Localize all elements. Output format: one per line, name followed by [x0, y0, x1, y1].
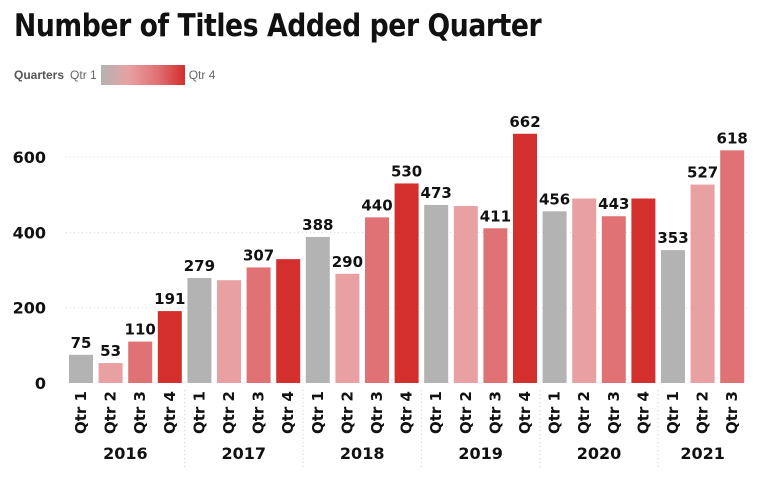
x-tick-label: Qtr 2: [457, 391, 475, 434]
x-tick-label: Qtr 1: [72, 391, 90, 434]
data-label: 279: [184, 257, 215, 275]
bar: [335, 273, 360, 383]
chart-title: Number of Titles Added per Quarter: [14, 8, 542, 44]
data-label: 110: [125, 321, 156, 339]
legend-title: Quarters: [14, 68, 65, 82]
bar: [453, 206, 478, 383]
x-tick-label: Qtr 4: [398, 391, 416, 434]
bar: [601, 216, 626, 383]
data-label: 53: [100, 342, 121, 360]
bar: [483, 228, 508, 383]
bar: [690, 184, 715, 383]
data-label: 411: [480, 207, 511, 225]
x-tick-label: Qtr 3: [486, 391, 504, 434]
bar: [661, 250, 685, 383]
data-label: 307: [243, 246, 274, 264]
bar: [128, 341, 153, 383]
bar: [365, 217, 389, 383]
data-label: 618: [717, 129, 748, 147]
x-tick-label: Qtr 2: [694, 391, 712, 434]
data-label: 530: [391, 162, 422, 180]
bar: [217, 280, 241, 383]
bar: [187, 277, 212, 383]
year-label: 2016: [103, 444, 148, 463]
x-axis: Qtr 1 Qtr 2 Qtr 3 Qtr 4 2016 Qtr 1 Qtr 2 Qtr 3 Q…: [72, 390, 741, 470]
y-tick-label: 400: [13, 223, 46, 242]
x-tick-label: Qtr 2: [575, 391, 593, 434]
bar: [572, 198, 597, 383]
year-label: 2017: [222, 444, 267, 463]
bar: [157, 311, 182, 383]
data-label: 473: [421, 184, 452, 202]
data-label: 456: [539, 190, 570, 208]
data-label: 75: [71, 334, 92, 352]
bar: [98, 363, 123, 383]
y-axis: 0 200 400 600: [13, 148, 46, 393]
year-label: 2020: [577, 444, 622, 463]
bar: [69, 354, 93, 383]
bar: [305, 236, 330, 383]
year-label: 2021: [680, 444, 725, 463]
x-tick-label: Qtr 4: [161, 391, 179, 434]
x-tick-label: Qtr 3: [723, 391, 741, 434]
x-tick-label: Qtr 4: [634, 391, 652, 434]
data-label: 290: [332, 253, 363, 271]
x-tick-label: Qtr 2: [220, 391, 238, 434]
x-tick-label: Qtr 1: [546, 391, 564, 434]
data-label: 443: [598, 195, 629, 213]
bar: [394, 183, 419, 383]
bar: [513, 133, 537, 383]
data-label: 662: [509, 113, 540, 131]
data-label: 353: [657, 229, 688, 247]
x-tick-label: Qtr 1: [190, 391, 208, 434]
x-tick-label: Qtr 2: [338, 391, 356, 434]
y-tick-label: 600: [13, 148, 46, 167]
year-label: 2018: [340, 444, 385, 463]
x-tick-label: Qtr 2: [102, 391, 120, 434]
x-tick-label: Qtr 4: [279, 391, 297, 434]
chart-legend: Quarters Qtr 1 Qtr 4: [14, 65, 216, 85]
x-tick-label: Qtr 1: [664, 391, 682, 434]
legend-gradient: [100, 65, 185, 85]
x-tick-label: Qtr 3: [131, 391, 149, 434]
x-tick-label: Qtr 1: [427, 391, 445, 434]
bar: [720, 150, 745, 383]
legend-min-label: Qtr 1: [70, 68, 97, 82]
bar: [246, 267, 271, 383]
data-label: 527: [687, 164, 718, 182]
bar: [542, 211, 567, 383]
x-tick-label: Qtr 3: [605, 391, 623, 434]
x-tick-label: Qtr 3: [368, 391, 386, 434]
bars: [69, 133, 745, 383]
x-tick-label: Qtr 4: [516, 391, 534, 434]
bar: [631, 198, 656, 383]
y-tick-label: 200: [13, 299, 46, 318]
x-tick-label: Qtr 3: [250, 391, 268, 434]
x-tick-label: Qtr 1: [309, 391, 327, 434]
data-label: 388: [302, 216, 333, 234]
bar: [424, 204, 449, 383]
data-label: 440: [361, 196, 392, 214]
data-label: 191: [154, 290, 185, 308]
bar: [276, 259, 301, 383]
legend-max-label: Qtr 4: [188, 68, 216, 82]
y-tick-label: 0: [35, 374, 46, 393]
year-label: 2019: [458, 444, 503, 463]
